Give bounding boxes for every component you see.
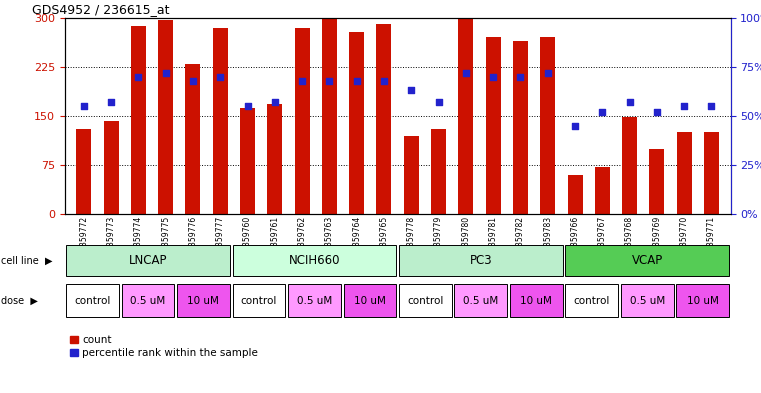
Point <box>542 70 554 76</box>
Point <box>487 73 499 80</box>
Bar <box>565 285 618 317</box>
Text: 10 uM: 10 uM <box>687 296 718 306</box>
Point <box>269 99 281 105</box>
Point <box>705 103 718 109</box>
Bar <box>431 129 446 214</box>
Bar <box>103 121 119 214</box>
Text: 10 uM: 10 uM <box>187 296 219 306</box>
Text: NCIH660: NCIH660 <box>288 254 340 267</box>
Bar <box>458 18 473 214</box>
Bar <box>66 285 119 317</box>
Text: control: control <box>574 296 610 306</box>
Bar <box>540 37 556 214</box>
Point <box>651 109 663 115</box>
Text: 10 uM: 10 uM <box>354 296 386 306</box>
Text: 0.5 uM: 0.5 uM <box>130 296 166 306</box>
Bar <box>621 285 673 317</box>
Point <box>596 109 608 115</box>
Bar <box>399 245 562 276</box>
Point <box>132 73 145 80</box>
Point <box>623 99 635 105</box>
Bar <box>510 285 562 317</box>
Bar <box>677 285 729 317</box>
Point <box>460 70 472 76</box>
Point <box>187 77 199 84</box>
Point <box>378 77 390 84</box>
Bar <box>66 245 230 276</box>
Bar <box>568 175 582 214</box>
Point <box>514 73 527 80</box>
Point <box>214 73 226 80</box>
Text: 0.5 uM: 0.5 uM <box>463 296 498 306</box>
Text: cell line  ▶: cell line ▶ <box>1 255 53 265</box>
Bar <box>513 40 528 214</box>
Bar <box>177 285 230 317</box>
Bar <box>595 167 610 214</box>
Point <box>351 77 363 84</box>
Point <box>323 77 336 84</box>
Text: VCAP: VCAP <box>632 254 663 267</box>
Point <box>296 77 308 84</box>
Bar <box>158 20 174 214</box>
Text: dose  ▶: dose ▶ <box>1 296 37 306</box>
Text: LNCAP: LNCAP <box>129 254 167 267</box>
Bar <box>349 32 365 214</box>
Bar <box>233 245 396 276</box>
Bar <box>486 37 501 214</box>
Bar <box>240 108 255 214</box>
Text: control: control <box>240 296 277 306</box>
Bar <box>322 18 337 214</box>
Point <box>405 87 417 94</box>
Bar <box>704 132 719 214</box>
Bar <box>76 129 91 214</box>
Point <box>241 103 253 109</box>
Point <box>78 103 90 109</box>
Bar <box>343 285 396 317</box>
Text: PC3: PC3 <box>470 254 492 267</box>
Text: 0.5 uM: 0.5 uM <box>297 296 332 306</box>
Bar <box>565 245 729 276</box>
Bar <box>677 132 692 214</box>
Bar <box>288 285 341 317</box>
Bar <box>404 136 419 214</box>
Point <box>432 99 444 105</box>
Bar <box>454 285 508 317</box>
Text: 10 uM: 10 uM <box>521 296 552 306</box>
Bar <box>233 285 285 317</box>
Bar <box>186 64 200 214</box>
Point <box>105 99 117 105</box>
Point <box>160 70 172 76</box>
Legend: count, percentile rank within the sample: count, percentile rank within the sample <box>70 335 258 358</box>
Text: control: control <box>407 296 444 306</box>
Bar <box>131 26 146 214</box>
Bar <box>399 285 452 317</box>
Bar <box>267 104 282 214</box>
Bar <box>213 28 228 214</box>
Bar <box>622 117 637 214</box>
Text: 0.5 uM: 0.5 uM <box>629 296 665 306</box>
Bar <box>122 285 174 317</box>
Point <box>569 123 581 129</box>
Bar <box>295 28 310 214</box>
Text: GDS4952 / 236615_at: GDS4952 / 236615_at <box>32 4 170 17</box>
Text: control: control <box>75 296 110 306</box>
Bar <box>649 149 664 214</box>
Bar <box>377 24 391 214</box>
Point <box>678 103 690 109</box>
